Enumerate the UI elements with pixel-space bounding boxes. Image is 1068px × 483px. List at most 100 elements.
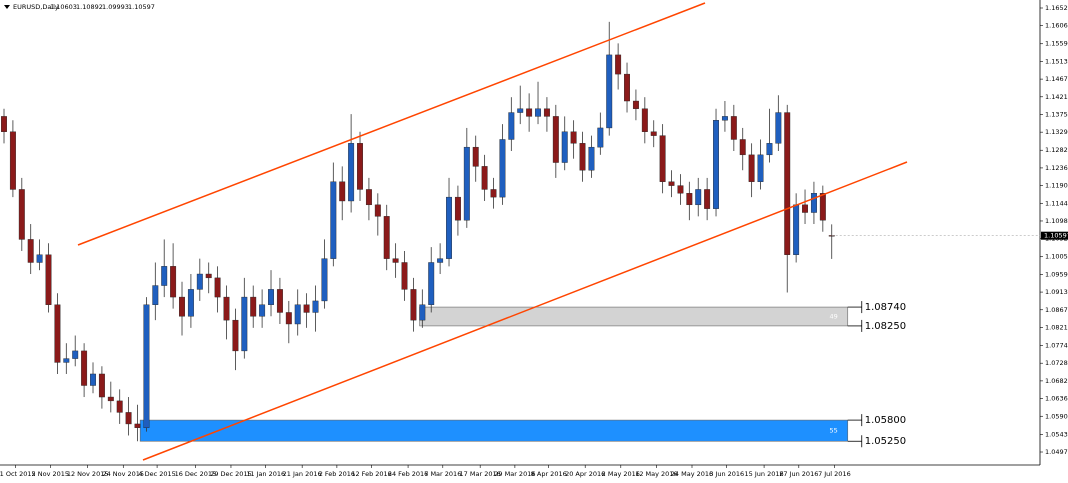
y-tick-label: 1.05430 [1045,430,1068,438]
x-tick-label: 8 Apr 2016 [531,470,567,478]
candle-body [517,108,524,113]
candle-body [330,181,337,259]
candle-body [348,143,355,202]
price-tag [1041,231,1068,240]
candle-body [463,146,470,221]
candle-body [223,296,230,321]
candle-body [446,196,452,259]
candle-body [134,423,141,428]
candle-body [107,396,114,402]
candle-body [259,304,266,317]
candle-body [401,262,408,290]
y-tick-label: 1.07280 [1045,359,1068,367]
x-tick-label: 29 Dec 2015 [210,470,252,478]
chart-title: EURUSD,Daily [13,3,59,11]
candle-body [481,166,488,190]
x-tick-label: 2 Nov 2015 [32,470,70,478]
candle-body [365,189,372,206]
candle-body [45,254,52,305]
candle-body [641,108,648,132]
y-tick-label: 1.10050 [1045,253,1068,261]
y-tick-label: 1.07740 [1045,342,1068,350]
candle-body [196,273,203,290]
candle-body [179,296,185,317]
y-tick-label: 1.16520 [1045,4,1068,12]
candle-body [125,412,132,425]
candle-body [187,289,194,317]
y-tick-label: 1.04970 [1045,448,1068,456]
x-tick-label: 27 Jun 2016 [779,470,818,478]
level-label: 1.05800 [865,415,906,426]
candle-body [232,319,239,352]
candle-body [214,277,221,298]
candle-body [570,131,577,144]
candle-body [27,239,34,263]
candle-body [721,116,728,121]
candle-body [713,120,719,209]
x-tick-label: 24 May 2016 [671,470,713,478]
candle-body [730,116,737,140]
candle-body [116,400,123,413]
y-tick-label: 1.14670 [1045,75,1068,83]
candle-body [454,196,461,221]
candle-body [650,131,657,136]
candle-body [490,189,497,198]
y-tick-label: 1.11440 [1045,199,1068,207]
y-tick-label: 1.14210 [1045,93,1068,101]
candle-body [36,254,43,263]
header-close: 1.10597 [128,3,155,11]
trendline [142,161,908,461]
zone [139,419,849,442]
candle-body [312,300,319,313]
x-tick-label: 7 Jul 2016 [818,470,851,478]
candle-body [543,108,550,117]
candle-body [241,296,248,352]
candle-body [748,154,755,182]
x-tick-label: 29 Mar 2016 [494,470,535,478]
x-tick-label: 24 Feb 2016 [388,470,428,478]
y-tick-label: 1.06820 [1045,377,1068,385]
menu-icon[interactable] [4,5,10,9]
level-label: 1.05250 [865,436,906,447]
x-tick-label: 12 Nov 2015 [67,470,109,478]
x-tick-label: 24 Nov 2015 [102,470,144,478]
candle-body [72,350,79,359]
y-tick-label: 1.10980 [1045,217,1068,225]
candle-body [472,146,479,167]
candle-body [819,193,826,221]
candle-body [437,258,444,263]
candle-body [695,189,702,206]
candle-body [775,112,782,144]
price-tag-label: 1.10597 [1044,232,1068,240]
x-tick-label: 21 Oct 2015 [0,470,36,478]
candle-body [152,285,159,305]
candle-body [392,258,399,263]
candle-body [686,193,693,206]
candle-body [98,373,105,398]
y-tick-label: 1.15130 [1045,57,1068,65]
candle-body [276,289,283,313]
header-high: 1.10892 [76,3,103,11]
header-open: 1.10603 [50,3,77,11]
candle-body [9,131,16,190]
y-tick-label: 1.08670 [1045,306,1068,314]
x-tick-label: 16 Dec 2015 [175,470,217,478]
y-tick-label: 1.15590 [1045,40,1068,48]
x-tick-label: 12 Feb 2016 [351,470,391,478]
candle-body [561,131,568,163]
candle-body [757,154,764,182]
candle-body [588,146,595,171]
candle-body [624,73,630,102]
candle-body [802,204,808,213]
candle-body [615,54,622,75]
zone [419,306,849,327]
candle-body [285,312,292,325]
candle-body [810,193,817,213]
y-tick-label: 1.09130 [1045,288,1068,296]
x-tick-label: 11 Jan 2016 [246,470,285,478]
candle-body [339,181,346,202]
candle-body [579,143,586,171]
header-low: 1.09993 [102,3,129,11]
candle-body [90,373,96,386]
